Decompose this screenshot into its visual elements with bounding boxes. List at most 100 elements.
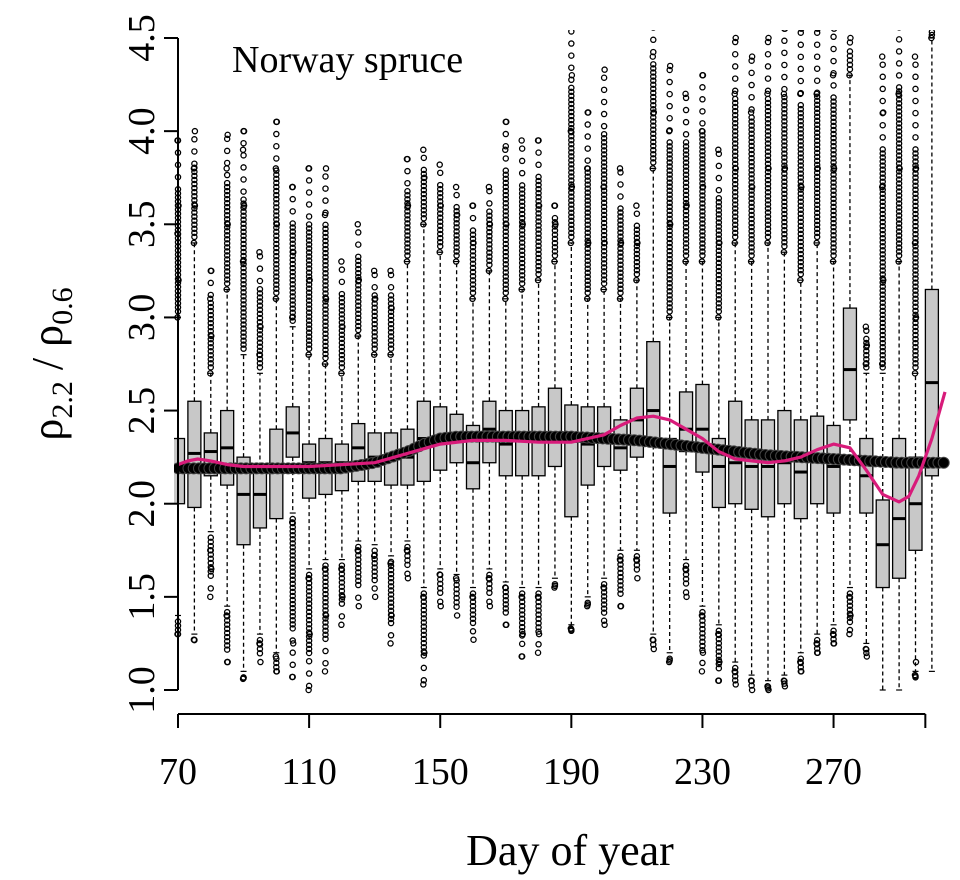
outlier-high — [469, 214, 477, 222]
outlier-low — [420, 631, 428, 639]
outlier-high — [895, 192, 903, 199]
outlier-high — [830, 98, 837, 105]
outlier-high — [568, 84, 575, 92]
outlier-high — [568, 201, 575, 208]
outlier-high — [322, 257, 329, 265]
outlier-high — [764, 201, 772, 208]
outlier-low — [338, 583, 346, 590]
outlier-low — [338, 600, 346, 607]
outlier-high — [715, 263, 723, 271]
outlier-high — [830, 151, 837, 158]
outlier-low-point — [469, 593, 476, 601]
outlier-high — [912, 360, 919, 367]
outlier-high — [289, 256, 296, 264]
outlier-high — [453, 203, 460, 211]
outlier-high — [240, 212, 247, 219]
outlier-high — [240, 248, 247, 256]
outlier-high — [256, 310, 264, 318]
outlier-high — [273, 143, 280, 150]
outlier-high — [748, 195, 755, 202]
outlier-high — [240, 325, 247, 332]
outlier-high — [207, 311, 215, 319]
outlier-high — [486, 249, 493, 256]
outlier-low — [682, 580, 690, 587]
outlier-high — [584, 173, 591, 180]
outlier-high — [584, 205, 591, 212]
outlier-low — [223, 642, 231, 649]
outlier-high — [666, 235, 673, 243]
outlier-high — [912, 190, 919, 198]
outlier-high — [568, 88, 575, 96]
outlier-high — [748, 154, 755, 162]
outlier-high — [371, 345, 378, 352]
outlier-high — [731, 221, 739, 228]
outlier-low — [469, 615, 477, 622]
outlier-high-point — [551, 258, 558, 265]
outlier-high — [600, 256, 608, 263]
outlier-high — [764, 193, 772, 200]
box-300 — [924, 30, 940, 672]
outlier-high — [518, 202, 526, 210]
outlier-high — [912, 323, 919, 331]
outlier-low — [289, 661, 296, 669]
outlier-high — [764, 189, 772, 196]
outlier-high — [895, 244, 903, 251]
outlier-low — [699, 646, 706, 654]
outlier-high — [879, 247, 886, 254]
outlier-high — [830, 179, 837, 186]
outlier-high-point — [224, 221, 231, 228]
outlier-high — [535, 258, 542, 266]
outlier-high — [895, 132, 903, 139]
outlier-high — [289, 228, 296, 235]
outlier-high — [453, 232, 460, 239]
outlier-high — [748, 158, 755, 166]
outlier-high — [748, 203, 755, 211]
outlier-high — [322, 282, 329, 289]
outlier-high — [813, 30, 821, 36]
outlier-high — [240, 164, 247, 171]
outlier-high — [715, 227, 723, 234]
outlier-high — [830, 138, 837, 146]
outlier-high — [256, 306, 264, 314]
outlier-high — [813, 181, 821, 189]
box-140 — [400, 155, 415, 582]
outlier-high — [207, 279, 215, 287]
outlier-high — [797, 190, 805, 197]
outlier-high — [453, 216, 460, 223]
outlier-low — [387, 583, 395, 590]
outlier-high — [371, 333, 378, 340]
outlier-high — [305, 325, 313, 332]
outlier-high-point — [928, 34, 935, 42]
outlier-high — [355, 322, 362, 330]
outlier-high — [666, 223, 673, 231]
outlier-high — [781, 101, 788, 109]
outlier-high — [715, 235, 723, 242]
outlier-high — [797, 214, 805, 222]
outlier-low — [387, 595, 395, 602]
outlier-high — [781, 226, 788, 234]
outlier-high — [715, 219, 723, 226]
box-175 — [515, 137, 530, 660]
outlier-high — [600, 280, 608, 287]
outlier-high — [879, 97, 886, 105]
outlier-high — [584, 269, 591, 277]
outlier-low-point — [421, 649, 428, 656]
outlier-high-point — [421, 174, 428, 181]
outlier-high — [207, 323, 215, 331]
outlier-low — [699, 638, 706, 646]
outlier-low — [223, 629, 231, 637]
outlier-high — [568, 108, 575, 116]
outlier-high — [322, 245, 329, 253]
outlier-low-point — [256, 640, 263, 647]
outlier-low — [846, 590, 854, 597]
outlier-low — [289, 604, 296, 612]
outlier-high — [273, 265, 280, 272]
outlier-high — [387, 300, 395, 307]
outlier-high — [650, 150, 657, 158]
outlier-high — [748, 93, 755, 101]
outlier-high — [895, 116, 903, 123]
outlier-high — [617, 265, 624, 272]
outlier-low — [322, 623, 329, 630]
outlier-high — [240, 285, 247, 292]
outlier-low-point — [387, 560, 394, 567]
